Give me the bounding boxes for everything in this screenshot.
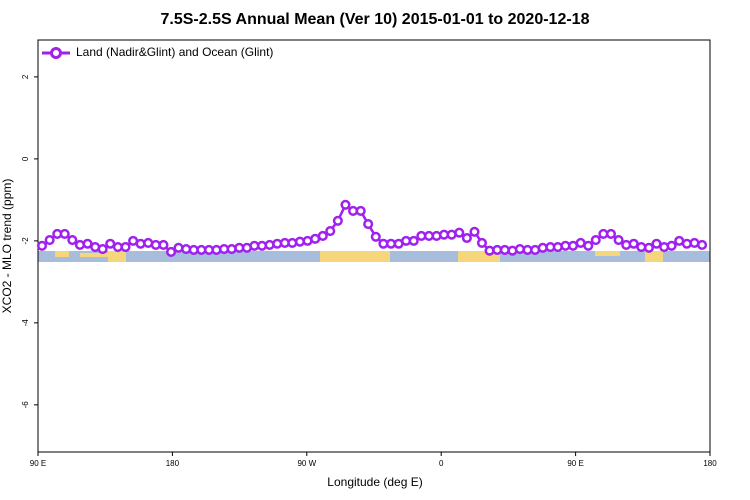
point [120,241,131,253]
point [332,215,343,226]
y-tick-label: 0 [21,156,30,161]
point [264,239,275,251]
x-tick-label: 90 E [30,459,46,468]
y-tick-label: -2 [21,237,30,245]
point [469,226,480,237]
point [583,240,594,251]
point [363,219,374,230]
point [697,239,708,251]
land-patch [595,251,620,256]
legend-label: Land (Nadir&Glint) and Ocean (Glint) [76,45,273,59]
point [552,241,563,253]
x-tick-label: 90 W [297,459,316,468]
x-tick-label: 180 [166,459,180,468]
land-patch [108,251,126,262]
y-tick-label: -4 [21,319,30,327]
point [158,239,169,251]
point [476,237,488,248]
x-tick-label: 0 [439,459,444,468]
point [59,228,70,239]
point [74,239,86,251]
legend: Land (Nadir&Glint) and Ocean (Glint) [42,45,273,59]
point [97,244,108,255]
point [613,235,624,246]
point [370,231,381,242]
point [605,228,617,239]
land-patch [645,251,663,262]
y-axis-label: XCO2 - MLO trend (ppm) [0,179,14,314]
legend-marker [50,47,62,59]
x-tick-label: 180 [703,459,717,468]
point [166,246,177,257]
point [643,242,654,253]
point [44,235,55,246]
point [666,240,677,251]
land-patch [458,251,500,262]
point [340,199,351,210]
point [454,227,465,238]
map-strip [38,251,710,262]
chart-title: 7.5S-2.5S Annual Mean (Ver 10) 2015-01-0… [161,11,590,28]
land-patch [55,251,69,257]
point [36,240,48,251]
point [408,235,419,246]
point [355,205,366,216]
y-tick-label: 2 [21,74,30,79]
land-patch [320,251,390,262]
point [590,235,601,246]
point [173,242,184,253]
point [226,244,237,255]
x-tick-label: 90 E [567,459,583,468]
point [317,230,328,242]
point [287,237,298,248]
point [461,232,472,244]
point [67,235,78,246]
y-tick-label: -6 [21,401,30,409]
x-axis-label: Longitude (deg E) [327,475,422,489]
point [325,225,336,237]
land-patch [80,253,110,257]
